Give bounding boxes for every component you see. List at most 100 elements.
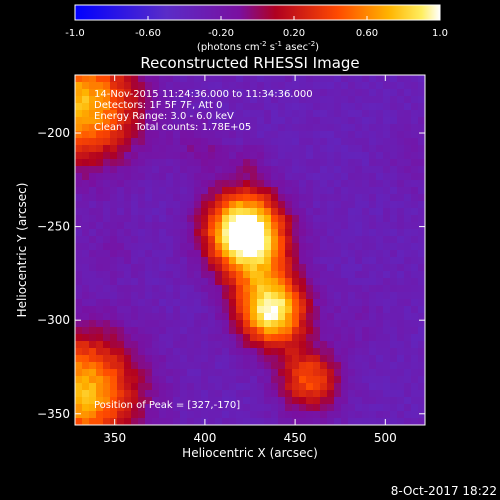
heatmap-cell — [362, 397, 370, 405]
heatmap-cell — [390, 124, 398, 132]
heatmap-cell — [117, 271, 125, 279]
heatmap-cell — [390, 299, 398, 307]
heatmap-cell — [173, 271, 181, 279]
heatmap-cell — [96, 341, 104, 349]
heatmap-cell — [166, 173, 174, 181]
heatmap-cell — [96, 369, 104, 377]
heatmap-cell — [89, 236, 97, 244]
heatmap-cell — [229, 201, 237, 209]
heatmap-cell — [292, 194, 300, 202]
heatmap-cell — [215, 257, 223, 265]
heatmap-cell — [229, 397, 237, 405]
heatmap-cell — [243, 110, 251, 118]
heatmap-cell — [208, 243, 216, 251]
heatmap-cell — [355, 250, 363, 258]
heatmap-cell — [173, 229, 181, 237]
heatmap-cell — [404, 222, 412, 230]
heatmap-cell — [390, 285, 398, 293]
heatmap-cell — [264, 124, 272, 132]
heatmap-cell — [187, 82, 195, 90]
heatmap-cell — [390, 313, 398, 321]
heatmap-cell — [334, 82, 342, 90]
heatmap-cell — [411, 411, 419, 419]
heatmap-cell — [243, 390, 251, 398]
heatmap-cell — [208, 173, 216, 181]
heatmap-cell — [159, 278, 167, 286]
heatmap-cell — [404, 348, 412, 356]
heatmap-cell — [159, 145, 167, 153]
heatmap-cell — [82, 250, 90, 258]
heatmap-cell — [327, 327, 335, 335]
heatmap-cell — [131, 250, 139, 258]
heatmap-cell — [341, 138, 349, 146]
heatmap-cell — [229, 229, 237, 237]
heatmap-cell — [320, 376, 328, 384]
heatmap-cell — [82, 166, 90, 174]
heatmap-cell — [299, 418, 307, 425]
heatmap-cell — [348, 341, 356, 349]
heatmap-cell — [96, 96, 104, 104]
heatmap-cell — [418, 124, 425, 132]
heatmap-cell — [264, 236, 272, 244]
heatmap-cell — [236, 313, 244, 321]
heatmap-cell — [229, 355, 237, 363]
heatmap-cell — [194, 369, 202, 377]
heatmap-cell — [208, 152, 216, 160]
heatmap-cell — [313, 285, 321, 293]
heatmap-cell — [201, 131, 209, 139]
heatmap-cell — [159, 117, 167, 125]
heatmap-cell — [187, 243, 195, 251]
heatmap-cell — [89, 82, 97, 90]
heatmap-cell — [390, 397, 398, 405]
heatmap-cell — [390, 117, 398, 125]
heatmap-cell — [243, 124, 251, 132]
heatmap-cell — [124, 187, 132, 195]
heatmap-cell — [159, 124, 167, 132]
heatmap-cell — [145, 271, 153, 279]
heatmap-cell — [341, 306, 349, 314]
heatmap-cell — [285, 355, 293, 363]
heatmap-cell — [348, 313, 356, 321]
heatmap-cell — [75, 145, 83, 153]
heatmap-cell — [292, 180, 300, 188]
heatmap-cell — [369, 292, 377, 300]
heatmap-cell — [299, 236, 307, 244]
heatmap-cell — [194, 229, 202, 237]
heatmap-cell — [103, 404, 111, 412]
heatmap-cell — [306, 166, 314, 174]
heatmap-cell — [264, 117, 272, 125]
heatmap-cell — [166, 257, 174, 265]
heatmap-cell — [159, 89, 167, 97]
heatmap-cell — [110, 173, 118, 181]
heatmap-cell — [320, 222, 328, 230]
heatmap-cell — [215, 110, 223, 118]
heatmap-cell — [348, 271, 356, 279]
heatmap-cell — [159, 138, 167, 146]
heatmap-cell — [313, 222, 321, 230]
heatmap-cell — [75, 418, 83, 425]
heatmap-cell — [110, 96, 118, 104]
heatmap-cell — [320, 131, 328, 139]
heatmap-cell — [362, 376, 370, 384]
heatmap-cell — [131, 180, 139, 188]
heatmap-cell — [82, 173, 90, 181]
heatmap-cell — [292, 390, 300, 398]
heatmap-cell — [103, 250, 111, 258]
heatmap-cell — [355, 306, 363, 314]
heatmap-cell — [173, 348, 181, 356]
heatmap-cell — [355, 271, 363, 279]
heatmap-cell — [138, 285, 146, 293]
heatmap-cell — [131, 208, 139, 216]
heatmap-cell — [159, 271, 167, 279]
heatmap-cell — [201, 110, 209, 118]
heatmap-cell — [222, 243, 230, 251]
heatmap-cell — [257, 327, 265, 335]
heatmap-cell — [124, 117, 132, 125]
heatmap-cell — [320, 243, 328, 251]
heatmap-cell — [250, 124, 258, 132]
heatmap-cell — [404, 327, 412, 335]
heatmap-cell — [201, 152, 209, 160]
heatmap-cell — [89, 208, 97, 216]
heatmap-cell — [271, 180, 279, 188]
heatmap-cell — [159, 418, 167, 425]
